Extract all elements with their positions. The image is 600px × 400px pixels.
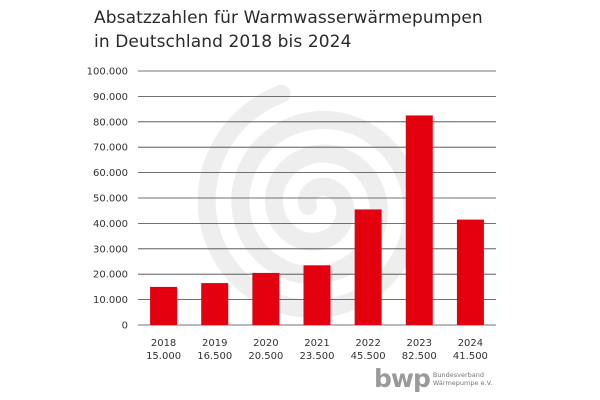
- bar-2024: [456, 219, 484, 325]
- bar-2021: [303, 265, 331, 325]
- x-value-label: 41.500: [453, 351, 488, 362]
- x-value-label: 16.500: [197, 351, 232, 362]
- x-value-label: 45.500: [351, 351, 386, 362]
- bar-2023: [405, 115, 433, 325]
- x-category-label: 2022: [355, 338, 380, 349]
- x-category-label: 2018: [151, 338, 176, 349]
- bwp-logo: bwp Bundesverband Wärmepumpe e.V.: [374, 366, 492, 392]
- y-tick-label: 10.000: [93, 295, 128, 306]
- y-tick-label: 20.000: [93, 270, 128, 281]
- x-category-label: 2021: [304, 338, 329, 349]
- y-tick-label: 70.000: [93, 143, 128, 154]
- logo-subtitle: Bundesverband Wärmepumpe e.V.: [433, 371, 492, 387]
- chart-title-line2: in Deutschland 2018 bis 2024: [94, 32, 352, 52]
- x-value-label: 82.500: [402, 351, 437, 362]
- logo-subtitle-line2: Wärmepumpe e.V.: [432, 379, 493, 387]
- bar-2022: [354, 209, 382, 325]
- chart-title: Absatzzahlen für Warmwasserwärmepumpen i…: [94, 6, 483, 54]
- y-tick-label: 50.000: [93, 194, 128, 205]
- bar-2018: [150, 286, 178, 325]
- y-tick-label: 80.000: [93, 117, 128, 128]
- chart-title-line1: Absatzzahlen für Warmwasserwärmepumpen: [94, 8, 483, 28]
- y-tick-label: 0: [122, 321, 128, 332]
- y-tick-label: 60.000: [93, 168, 128, 179]
- y-tick-label: 90.000: [93, 92, 128, 103]
- x-value-label: 23.500: [300, 351, 335, 362]
- bars: [150, 115, 484, 325]
- y-tick-label: 100.000: [87, 67, 128, 78]
- y-tick-label: 30.000: [93, 244, 128, 255]
- x-axis-labels: 2018 15.000 2019 16.500 2020 20.500 2021 23.500…: [146, 338, 488, 362]
- grid-lines: [138, 70, 496, 326]
- logo-subtitle-line1: Bundesverband: [432, 371, 484, 379]
- y-axis-ticks: 0 10.000 20.000 30.000 40.000 50.000 60.000 70.…: [87, 67, 128, 332]
- x-category-label: 2024: [458, 338, 483, 349]
- x-value-label: 20.500: [248, 351, 283, 362]
- x-category-label: 2020: [253, 338, 278, 349]
- bar-2020: [252, 272, 280, 325]
- x-category-label: 2023: [407, 338, 432, 349]
- y-tick-label: 40.000: [93, 219, 128, 230]
- x-category-label: 2019: [202, 338, 227, 349]
- logo-wordmark: bwp: [374, 364, 431, 393]
- x-value-label: 15.000: [146, 351, 181, 362]
- bar-2019: [201, 283, 229, 325]
